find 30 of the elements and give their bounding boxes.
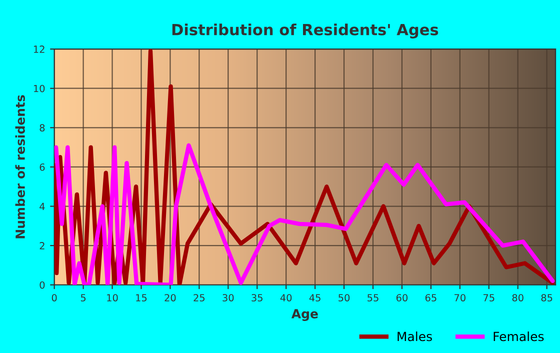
y-tick-label: 6 [40,163,45,171]
x-tick-label: 5 [80,294,86,302]
x-tick-label: 65 [425,294,436,302]
y-tick-label: 2 [40,242,44,250]
x-tick-label: 85 [541,294,552,302]
x-tick-label: 55 [368,294,378,302]
legend-label: Males [398,331,432,342]
y-tick-label: 8 [40,124,45,132]
x-tick-label: 70 [454,294,466,302]
x-tick-label: 75 [484,294,494,302]
x-tick-label: 35 [252,294,262,302]
x-tick-label: 80 [512,294,524,302]
y-tick-label: 10 [34,84,45,92]
x-axis-title: Age [291,309,318,321]
x-tick-label: 40 [280,294,292,302]
x-tick-label: 25 [194,294,205,302]
x-tick-label: 20 [164,294,176,302]
x-tick-label: 30 [222,294,234,302]
y-tick-label: 4 [40,202,45,210]
x-tick-label: 45 [309,294,320,302]
y-tick-label: 12 [34,46,44,53]
y-tick-label: 0 [40,281,45,289]
x-tick-label: 60 [396,294,408,302]
y-axis-title: Number of residents [15,95,25,238]
chart-title: Distribution of Residents' Ages [172,24,438,38]
x-tick-label: 10 [107,294,118,302]
x-tick-label: 15 [136,294,147,302]
x-tick-label: 0 [52,294,57,302]
x-tick-label: 50 [338,294,350,302]
legend-label: Females [494,331,544,342]
